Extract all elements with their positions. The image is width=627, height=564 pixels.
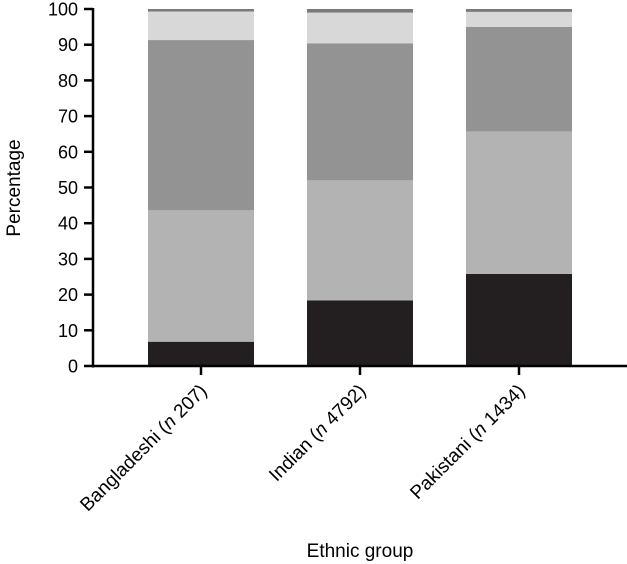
bar-segment-2-2 — [307, 180, 413, 301]
x-tick-label-2: Indian (n 4792) — [265, 381, 370, 486]
x-axis-title: Ethnic group — [307, 541, 414, 562]
y-axis: 0 10 20 30 40 50 60 70 80 90 100 — [48, 0, 95, 377]
y-axis-title: Percentage — [4, 139, 25, 236]
bar-segment-3-4 — [466, 11, 572, 27]
x-tick-label-1: Bangladeshi (n 207) — [76, 381, 211, 516]
y-tick-label-50: 50 — [58, 178, 78, 198]
y-tick-label-80: 80 — [58, 71, 78, 91]
y-tick-label-0: 0 — [68, 357, 78, 377]
y-tick-label-100: 100 — [48, 0, 78, 20]
y-tick-label-90: 90 — [58, 35, 78, 55]
y-tick-label-60: 60 — [58, 142, 78, 162]
bar-segment-3-1 — [466, 273, 572, 366]
bar-segment-1-4 — [148, 11, 254, 41]
bar-segment-1-3 — [148, 40, 254, 211]
bar-segment-2-1 — [307, 300, 413, 366]
x-axis: Bangladeshi (n 207) Indian (n 4792) Pakist… — [76, 364, 627, 516]
y-tick-label-70: 70 — [58, 107, 78, 127]
y-tick-label-10: 10 — [58, 321, 78, 341]
bar-segment-3-5 — [466, 9, 572, 12]
y-tick-label-20: 20 — [58, 285, 78, 305]
bar-segment-1-2 — [148, 210, 254, 342]
bar-segment-1-1 — [148, 341, 254, 366]
bar-segment-2-3 — [307, 43, 413, 181]
x-tick-label-3: Pakistani (n 1434) — [406, 381, 529, 504]
bars-group — [148, 9, 572, 366]
bar-segment-3-2 — [466, 131, 572, 274]
y-tick-label-40: 40 — [58, 214, 78, 234]
bar-segment-2-4 — [307, 12, 413, 44]
y-tick-label-30: 30 — [58, 249, 78, 269]
bar-segment-3-3 — [466, 26, 572, 132]
bar-segment-2-5 — [307, 9, 413, 13]
bar-segment-1-5 — [148, 9, 254, 12]
